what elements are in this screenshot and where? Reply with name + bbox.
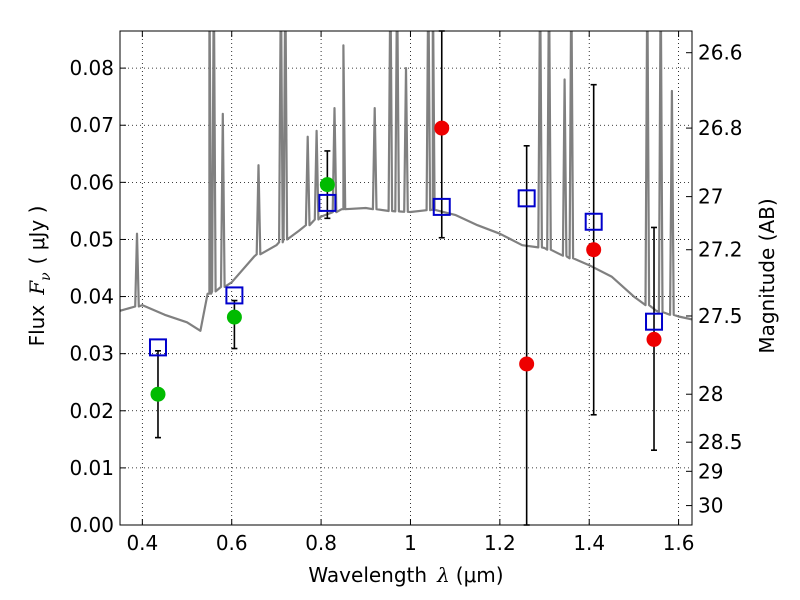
model-box [517, 189, 536, 208]
y-tick-label: 0.08 [69, 56, 114, 80]
x-tick-label: 0.6 [216, 531, 248, 555]
y-tick-label: 0.00 [69, 513, 114, 537]
model-box [645, 312, 664, 331]
y2-tick-label: 26.8 [698, 116, 743, 140]
y2-tick-label: 27 [698, 185, 723, 209]
y-tick-label: 0.06 [69, 170, 114, 194]
y2-tick-label: 27.2 [698, 238, 743, 262]
x-tick-label: 1 [404, 531, 417, 555]
axis-ticks: 0.4 0.6 0.8 1 1.2 1.4 1.6 0.00 0.01 0.02 0.03 0.04 0… [69, 31, 743, 555]
plot-frame [119, 30, 693, 526]
y-tick-label: 0.05 [69, 227, 114, 251]
x-tick-label: 1.6 [663, 531, 695, 555]
model-spectrum [120, 31, 692, 332]
flux-point [319, 177, 335, 193]
y2-tick-label: 28 [698, 382, 723, 406]
spectrum-line [120, 31, 692, 332]
flux-point [226, 309, 242, 325]
y-tick-label: 0.03 [69, 342, 114, 366]
y-tick-label: 0.01 [69, 456, 114, 480]
y-tick-label: 0.07 [69, 113, 114, 137]
y-tick-label: 0.04 [69, 285, 114, 309]
x-tick-label: 0.4 [126, 531, 158, 555]
model-box [148, 338, 167, 357]
y2-tick-label: 29 [698, 459, 723, 483]
model-box [318, 193, 337, 212]
secondary-y-axis-label: Magnitude (AB) [755, 198, 779, 353]
flux-point [646, 331, 662, 347]
y2-tick-label: 30 [698, 494, 723, 518]
y2-tick-label: 26.6 [698, 41, 743, 65]
model-box [584, 212, 603, 231]
flux-point [519, 356, 535, 372]
x-axis-label: Wavelength λ (μm) [308, 563, 503, 587]
y-tick-label: 0.02 [69, 399, 114, 423]
flux-point [150, 386, 166, 402]
model-box [225, 286, 244, 305]
model-box [432, 197, 451, 216]
flux-point [586, 242, 602, 258]
x-tick-label: 1.2 [484, 531, 516, 555]
x-tick-label: 1.4 [573, 531, 605, 555]
data-markers [148, 120, 664, 402]
y2-tick-label: 28.5 [698, 430, 743, 454]
y-axis-label: FluxFν( μJy ) [25, 206, 54, 347]
x-tick-label: 0.8 [305, 531, 337, 555]
y2-tick-label: 27.5 [698, 304, 743, 328]
flux-point [434, 120, 450, 136]
